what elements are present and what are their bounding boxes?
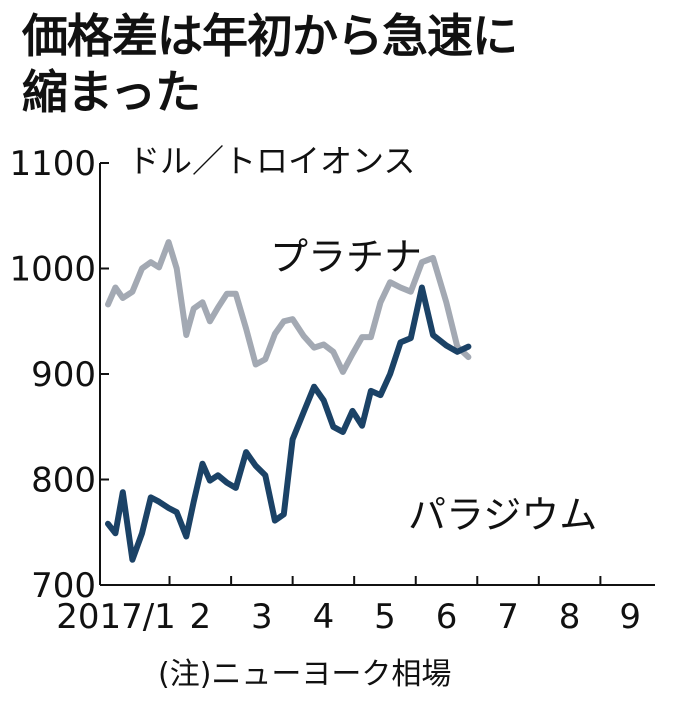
source-note: (注)ニューヨーク相場 bbox=[158, 657, 451, 692]
y-tick-label: 900 bbox=[31, 355, 96, 395]
x-tick-label: 2 bbox=[189, 597, 211, 637]
chart-title-line-2: 縮まった bbox=[22, 65, 201, 119]
y-tick-label: 1100 bbox=[9, 144, 96, 184]
x-tick-label: 6 bbox=[436, 597, 458, 637]
y-axis: 700 800 900 1000 1100 bbox=[9, 144, 109, 606]
x-tick-label: 4 bbox=[313, 597, 335, 637]
chart-title-line-1: 価格差は年初から急速に bbox=[22, 9, 518, 63]
unit-label: ドル／トロイオンス bbox=[128, 142, 415, 180]
x-tick-label: 5 bbox=[374, 597, 396, 637]
series-label-platinum: プラチナ bbox=[270, 235, 422, 279]
x-tick-label: 8 bbox=[559, 597, 581, 637]
series-line-platinum bbox=[105, 239, 472, 375]
x-tick-label: 3 bbox=[251, 597, 273, 637]
y-tick-label: 1000 bbox=[9, 250, 96, 290]
series-layer bbox=[105, 239, 472, 563]
y-tick-label: 800 bbox=[31, 461, 96, 501]
series-line-palladium bbox=[105, 284, 472, 563]
series-label-palladium: パラジウム bbox=[408, 493, 597, 537]
x-tick-label: 2017/1 bbox=[56, 597, 176, 637]
x-tick-label: 9 bbox=[619, 597, 641, 637]
y-tick-label: 700 bbox=[31, 566, 96, 606]
x-axis: 2017/1 2 3 4 5 6 7 8 9 bbox=[56, 576, 655, 637]
x-tick-label: 7 bbox=[497, 597, 519, 637]
